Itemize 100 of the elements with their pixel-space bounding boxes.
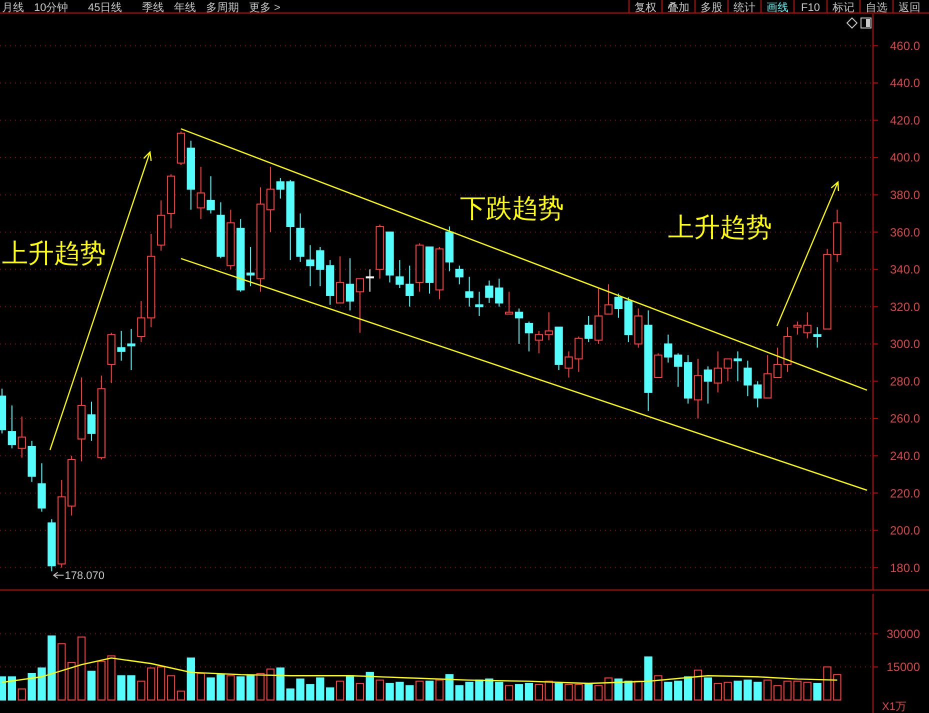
bar (554, 682, 563, 700)
bar (166, 675, 176, 700)
candlestick (524, 321, 534, 352)
bar (544, 680, 553, 700)
candlestick (266, 166, 275, 233)
y-tick-label: 200.0 (890, 524, 920, 538)
bar (724, 682, 732, 700)
annotation: 178.070 (64, 570, 104, 582)
annotation: 复权 (634, 2, 656, 14)
y-tick-label: 460.0 (890, 38, 920, 53)
bar (246, 675, 255, 700)
bar (694, 670, 702, 700)
bar (186, 658, 195, 700)
bar (764, 680, 772, 700)
y-axis-title: X1万 (882, 701, 906, 713)
candlestick (514, 308, 524, 344)
candlestick (455, 265, 464, 285)
candlestick (276, 178, 284, 200)
candlestick (505, 291, 514, 315)
bar (773, 685, 782, 700)
bar (176, 690, 186, 700)
y-tick-label: 260.0 (890, 412, 920, 426)
annotation: 季线 (142, 1, 164, 14)
annotation: 10分钟 (34, 2, 68, 14)
bar (813, 682, 822, 700)
bar (614, 678, 623, 700)
y-tick-label: 220.0 (890, 486, 920, 500)
candlestick (584, 315, 593, 343)
y-tick-label: 380.0 (890, 188, 920, 202)
bar (514, 684, 524, 700)
annotation: 画线 (766, 1, 788, 14)
bar (157, 666, 166, 700)
candlestick (773, 347, 782, 378)
bar (236, 676, 245, 700)
candlestick (465, 276, 474, 308)
y-tick-label: 180.0 (890, 560, 920, 575)
candlestick (117, 330, 126, 362)
annotation: 月线 (2, 1, 24, 14)
y-tick-label: 440.0 (890, 76, 920, 90)
y-tick-label: 15000 (886, 660, 920, 674)
bar (58, 643, 66, 700)
candlestick (704, 366, 712, 404)
y-tick-label: 420.0 (890, 113, 920, 128)
annotation: 多股 (700, 2, 722, 14)
bar (226, 675, 235, 700)
bar (68, 662, 76, 700)
candlestick (534, 330, 543, 354)
bar (326, 687, 334, 700)
annotation: 统计 (734, 1, 756, 14)
bar (276, 667, 284, 700)
annotation: 多周期 (206, 2, 239, 14)
bar (266, 668, 275, 700)
bar (684, 676, 692, 700)
line-series (1, 657, 838, 684)
bar (256, 673, 265, 700)
annotation: 叠加 (668, 1, 690, 14)
candlestick (803, 312, 812, 339)
bar (445, 674, 454, 700)
bar (196, 673, 205, 700)
y-tick-label: 340.0 (890, 262, 920, 277)
bar (594, 685, 603, 700)
bar (376, 680, 384, 700)
bar (644, 656, 652, 700)
candlestick (87, 401, 96, 442)
annotation: 年线 (174, 1, 196, 14)
bar (18, 688, 26, 700)
y-tick-label: 360.0 (890, 225, 920, 240)
annotation: 下跌趋势 (460, 193, 564, 223)
bar (624, 680, 632, 700)
candlestick (544, 312, 553, 341)
bar (803, 682, 812, 700)
annotation: 上升趋势 (2, 238, 106, 268)
annotation: 上升趋势 (668, 212, 772, 242)
bar (416, 680, 424, 700)
bar (356, 682, 364, 700)
bar (634, 680, 642, 700)
annotation: 自选 (866, 1, 888, 14)
candlestick (336, 256, 344, 304)
bar (77, 636, 86, 700)
annotation: 更多 > (249, 2, 280, 14)
bar (524, 682, 534, 700)
bar (8, 676, 16, 700)
bar (704, 677, 712, 700)
candlestick (475, 291, 484, 316)
bar (425, 680, 434, 700)
bar (336, 680, 344, 700)
candlestick (346, 258, 354, 311)
candlestick (246, 246, 255, 287)
bar (783, 680, 792, 700)
bar (505, 685, 514, 700)
candlestick (813, 326, 822, 348)
bar (714, 682, 722, 700)
candlestick (366, 268, 374, 292)
bar (366, 672, 374, 700)
candlestick (206, 176, 215, 214)
candlestick (724, 358, 732, 382)
candlestick (356, 278, 364, 334)
bar (534, 684, 543, 700)
bar (87, 670, 96, 700)
candlestick (714, 350, 722, 393)
